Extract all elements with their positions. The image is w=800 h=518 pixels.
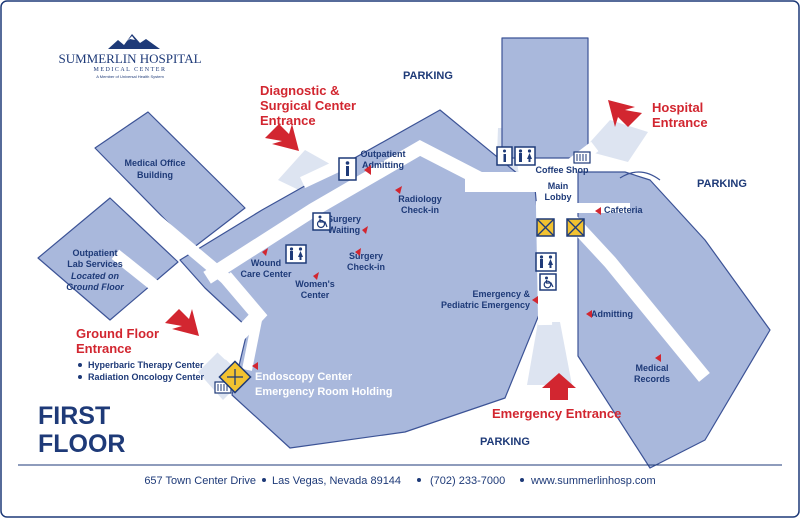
endoscopy-label: Endoscopy Center [255,371,353,383]
diagnostic-entrance-label: Diagnostic & Surgical Center Entrance [260,83,356,128]
buildings [37,37,771,469]
surgery-waiting-label: Surgery [327,214,361,224]
womens-center-label-2: Center [301,290,330,300]
hospital-entrance-arrow-icon [608,100,642,127]
wound-care-label-2: Care Center [240,269,292,279]
vending-icon [573,151,591,164]
cafeteria-label: Cafeteria [604,205,644,215]
elevator-icon [566,218,585,237]
medical-records-label-2: Records [634,374,670,384]
svg-text:Diagnostic &: Diagnostic & [260,83,339,98]
lobby-tower [501,37,589,159]
main-lobby-label: Main [548,181,569,191]
radiology-label-2: Check-in [401,205,439,215]
radiology-label: Radiology [398,194,442,204]
outpatient-lab-building [37,197,179,321]
emergency-pediatric-label: Emergency & [472,289,530,299]
coffee-shop-label: Coffee Shop [536,165,590,175]
floor-title-line2: FLOOR [38,430,126,458]
emergency-entrance-label: Emergency Entrance [492,406,621,421]
main-lobby-label-2: Lobby [545,192,572,202]
surgery-waiting-label-2: Waiting [328,225,360,235]
east-wing [577,171,771,469]
wheelchair-icon [312,212,331,231]
medical-office-building [94,111,246,249]
surgery-checkin-label-2: Check-in [347,262,385,272]
floor-title-line1: FIRST [38,402,110,430]
footer-web[interactable]: www.summerlinhosp.com [530,475,656,487]
vending-icon [214,381,232,394]
parking-bottom-label: PARKING [480,436,530,448]
womens-center-label: Women's [295,279,334,289]
mountain-logo-icon [108,34,160,49]
footer-address: 657 Town Center Drive [144,475,256,487]
er-holding-label: Emergency Room Holding [255,386,393,398]
outpatient-lab-note: Located on [71,271,120,281]
svg-text:Ground Floor: Ground Floor [76,326,159,341]
medical-records-label: Medical [635,363,668,373]
svg-text:Entrance: Entrance [76,341,132,356]
restroom-icon [285,244,307,264]
parking-top-label: PARKING [403,70,453,82]
wound-care-label: Wound [251,258,281,268]
outpatient-lab-note-2: Ground Floor [66,282,124,292]
medical-office-label-2: Building [137,170,173,180]
ground-floor-services: Hyperbaric Therapy Center Radiation Onco… [78,360,205,382]
surgery-checkin-label: Surgery [349,251,383,261]
logo-name: SUMMERLIN HOSPITAL [58,51,201,66]
dome-roof [619,171,661,181]
svg-text:Entrance: Entrance [652,115,708,130]
emergency-entrance-arrow-icon [542,373,576,400]
svg-text:Entrance: Entrance [260,113,316,128]
svg-text:Hospital: Hospital [652,100,703,115]
diagnostic-entrance-arrow-icon [265,124,299,151]
corridors [111,140,710,382]
elevator-icon [536,218,555,237]
main-hospital-wing [179,109,546,449]
wheelchair-icon [539,273,557,291]
outpatient-admitting-label: Outpatient [361,149,406,159]
restroom-icon [514,146,536,166]
footer: 657 Town Center Drive Las Vegas, Nevada … [144,475,655,487]
footer-phone: (702) 233-7000 [430,475,505,487]
information-icon [338,157,357,181]
logo-member-line: A Member of Universal Health System [96,74,164,79]
hospital-logo: SUMMERLIN HOSPITAL MEDICAL CENTER A Memb… [58,34,202,79]
footer-city: Las Vegas, Nevada 89144 [272,475,401,487]
information-icon [496,146,513,166]
logo-subtitle: MEDICAL CENTER [94,67,167,73]
svg-text:Hyperbaric Therapy Center: Hyperbaric Therapy Center [88,360,204,370]
hospital-entrance-label: Hospital Entrance [652,100,708,130]
outpatient-admitting-label-2: Admitting [362,160,404,170]
svg-text:Radiation Oncology Center: Radiation Oncology Center [88,372,205,382]
emergency-pediatric-label-2: Pediatric Emergency [441,300,530,310]
ground-floor-entrance-label: Ground Floor Entrance [76,326,159,356]
medical-office-label: Medical Office [124,158,185,168]
admitting-label: Admitting [591,309,633,319]
outpatient-lab-label: Outpatient [73,248,118,258]
outpatient-lab-label-2: Lab Services [67,259,123,269]
svg-text:Surgical Center: Surgical Center [260,98,356,113]
parking-right-label: PARKING [697,178,747,190]
restroom-icon [535,252,557,272]
location-markers [252,165,661,370]
ground-floor-entrance-arrow-icon [165,309,199,336]
elevator-icon [218,360,252,394]
